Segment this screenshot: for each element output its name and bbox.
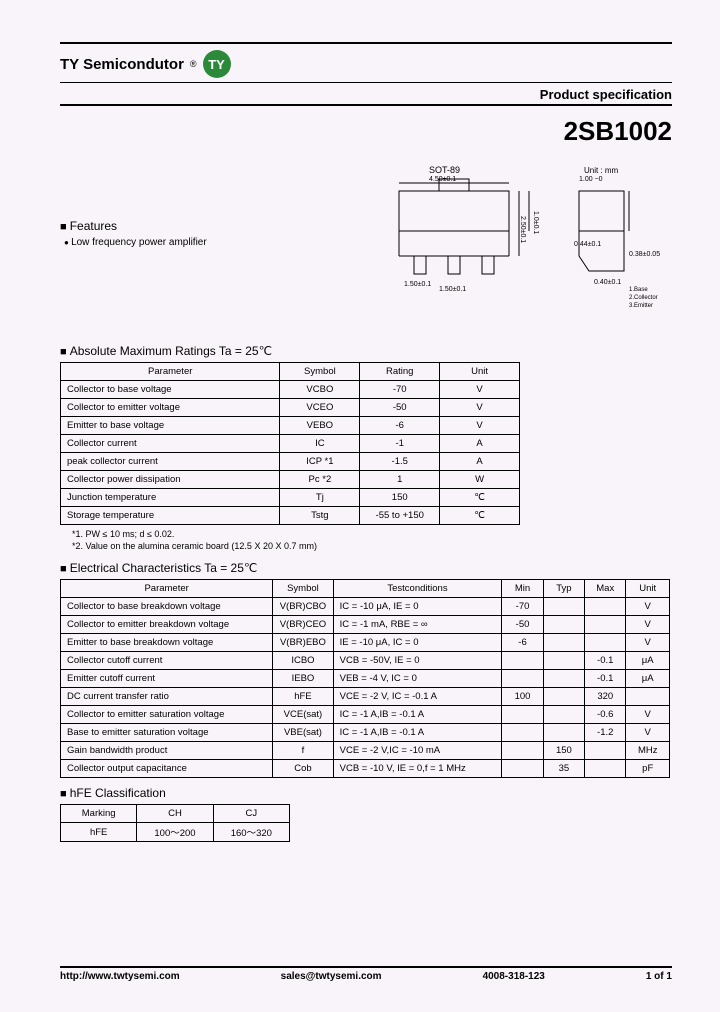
dim-1: 1.50±0.1 (404, 281, 431, 288)
ec-heading: Electrical Characteristics Ta = 25℃ (60, 561, 672, 575)
feature-item: Low frequency power amplifier (64, 237, 329, 248)
amr-table: ParameterSymbolRatingUnitCollector to ba… (60, 362, 520, 525)
footer-email: sales@twtysemi.com (281, 971, 382, 982)
footer-phone: 4008-318-123 (483, 971, 545, 982)
pin-labels-2: 2.Collector (629, 295, 658, 301)
registered-mark: ® (190, 59, 197, 69)
dim-3: 1.0±0.1 (532, 211, 539, 234)
hfe-table: MarkingCHCJhFE100～200160～320 (60, 804, 290, 842)
dim-7: 0.40±0.1 (594, 279, 621, 286)
brand-logo-icon: TY (203, 50, 231, 78)
ec-table: ParameterSymbolTestconditionsMinTypMaxUn… (60, 579, 670, 778)
dim-6: 1.50±0.1 (439, 286, 466, 293)
amr-note-2: *2. Value on the alumina ceramic board (… (72, 541, 672, 551)
hfe-heading: hFE Classification (60, 786, 672, 800)
dim-5: 0.38±0.05 (629, 251, 660, 258)
footer: http://www.twtysemi.com sales@twtysemi.c… (60, 966, 672, 982)
part-number: 2SB1002 (60, 116, 672, 147)
rule-under-spec (60, 104, 672, 106)
brand-row: TY Semicondutor ® TY (60, 44, 672, 82)
package-label-text: SOT-89 (429, 165, 460, 175)
dim-0: 4.50±0.1 (429, 176, 456, 183)
amr-note-1: *1. PW ≤ 10 ms; d ≤ 0.02. (72, 529, 672, 539)
package-diagram: SOT-89 4.50 (366, 161, 672, 326)
brand-name: TY Semicondutor (60, 56, 184, 73)
rule-under-brand (60, 82, 672, 83)
amr-heading: Absolute Maximum Ratings Ta = 25℃ (60, 344, 672, 358)
dim-2: 2.50±0.1 (519, 216, 526, 243)
footer-rule (60, 966, 672, 968)
dim-8: 1.00 −0 (579, 176, 603, 183)
pin-labels-3: 3.Emitter (629, 303, 653, 309)
side-label: Unit : mm (584, 166, 619, 175)
footer-url: http://www.twtysemi.com (60, 971, 180, 982)
spec-label: Product specification (60, 87, 672, 102)
features-heading: Features (60, 219, 329, 233)
pin-labels-1: 1.Base (629, 287, 648, 293)
dim-4: 0.44±0.1 (574, 241, 601, 248)
footer-page: 1 of 1 (646, 971, 672, 982)
